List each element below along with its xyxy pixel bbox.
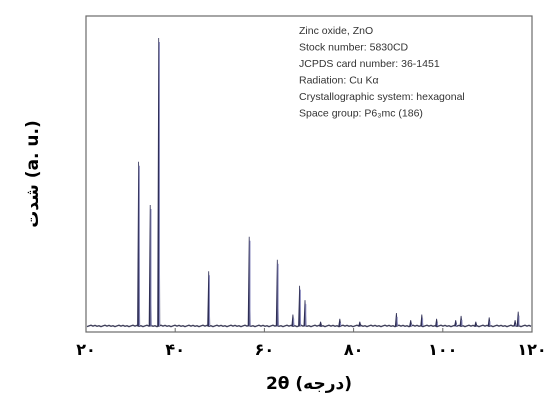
x-tick-label-4: ۱۰۰	[428, 340, 457, 359]
annotation-line-5: Space group: P6₃mc (186)	[299, 108, 423, 120]
peak-9	[318, 321, 323, 327]
annotation-line-2: JCPDS card number: 36-1451	[299, 58, 440, 70]
peak-18	[474, 321, 478, 327]
annotation-line-0: Zinc oxide, ZnO	[299, 25, 373, 37]
x-tick-label-1: ۴۰	[165, 340, 185, 359]
x-tick-label-0: ۲۰	[76, 340, 96, 359]
annotation-line-4: Crystallographic system: hexagonal	[299, 91, 465, 103]
x-tick-label-3: ۸۰	[344, 340, 364, 359]
annotation-line-3: Radiation: Cu Kα	[299, 75, 379, 87]
peak-11	[358, 321, 362, 327]
plot-frame	[85, 15, 533, 333]
x-tick-label-2: ۶۰	[255, 340, 275, 359]
annotation-line-1: Stock number: 5830CD	[299, 42, 409, 54]
annotation-block: Zinc oxide, ZnO Stock number: 5830CD JCPDS…	[299, 25, 465, 120]
x-tick-label-5: ۱۲۰	[517, 340, 546, 359]
x-ticks-group: ۲۰ ۴۰ ۶۰ ۸۰ ۱۰۰ ۱۲۰	[76, 328, 547, 359]
x-axis-label: 2θ (درجه)	[266, 374, 352, 394]
peaks-group	[137, 37, 520, 327]
y-axis-label: شدت (a. u.)	[23, 120, 43, 228]
